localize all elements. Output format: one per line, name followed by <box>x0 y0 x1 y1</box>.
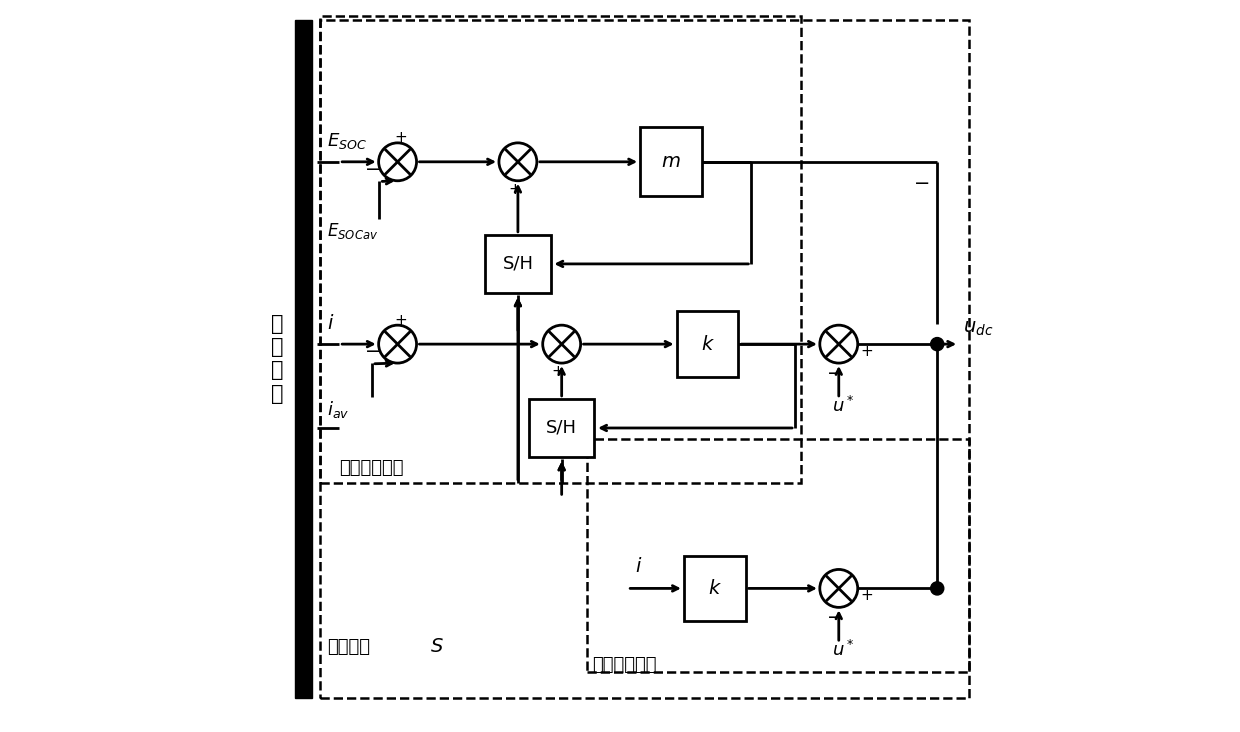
Text: $k$: $k$ <box>701 335 714 354</box>
Text: 同步信号: 同步信号 <box>327 638 370 656</box>
Text: −: − <box>827 364 843 383</box>
Circle shape <box>820 325 858 363</box>
Bar <box>485 235 551 293</box>
Text: $E_{SOCav}$: $E_{SOCav}$ <box>327 221 378 241</box>
Circle shape <box>820 569 858 608</box>
Circle shape <box>931 337 944 351</box>
Bar <box>295 20 311 698</box>
Text: +: + <box>394 130 408 145</box>
Text: −: − <box>365 342 381 361</box>
Circle shape <box>378 143 417 181</box>
Text: 改进下垂控制: 改进下垂控制 <box>340 459 404 477</box>
Text: +: + <box>552 365 564 379</box>
Text: $E_{SOC}$: $E_{SOC}$ <box>327 132 367 152</box>
Text: $u^*$: $u^*$ <box>832 640 854 660</box>
Text: −: − <box>827 608 843 627</box>
Bar <box>640 127 702 196</box>
Bar <box>320 16 801 482</box>
Bar <box>320 20 968 698</box>
Text: S/H: S/H <box>546 419 577 437</box>
Text: +: + <box>861 344 873 359</box>
Text: $S$: $S$ <box>430 638 444 657</box>
Circle shape <box>498 143 537 181</box>
Circle shape <box>378 325 417 363</box>
Text: −: − <box>365 160 381 179</box>
Text: $u_{dc}$: $u_{dc}$ <box>962 318 993 337</box>
Text: +: + <box>394 313 408 327</box>
Text: +: + <box>861 589 873 603</box>
Circle shape <box>543 325 580 363</box>
Bar <box>528 399 594 458</box>
Text: $i$: $i$ <box>327 314 335 333</box>
Text: +: + <box>508 182 521 197</box>
Text: $k$: $k$ <box>708 579 722 598</box>
Text: $m$: $m$ <box>661 152 681 171</box>
Text: $i$: $i$ <box>635 557 642 576</box>
Bar <box>677 311 739 377</box>
Text: 通
信
总
线: 通 信 总 线 <box>272 314 284 403</box>
Text: $u^*$: $u^*$ <box>832 396 854 417</box>
Bar <box>588 439 968 672</box>
Bar <box>683 556 745 621</box>
Text: S/H: S/H <box>502 255 533 273</box>
Text: −: − <box>914 174 931 193</box>
Text: 传统下垂控制: 传统下垂控制 <box>593 656 657 674</box>
Text: $i_{av}$: $i_{av}$ <box>327 399 350 420</box>
Circle shape <box>931 582 944 595</box>
